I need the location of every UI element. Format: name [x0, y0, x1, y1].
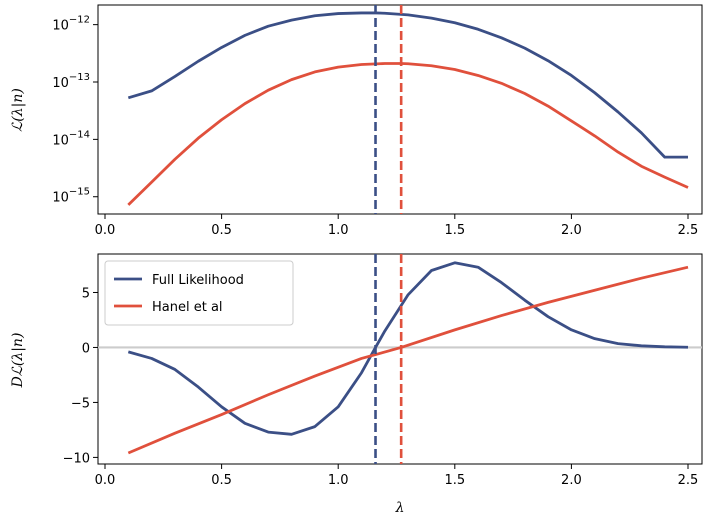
bottom-x-ticks: 0.0 0.5 1.0 1.5 2.0 2.5 — [95, 464, 699, 488]
bottom-x-axis-label: λ — [395, 500, 405, 516]
legend-box — [104, 260, 294, 326]
bottom-x-tick-label: 2.0 — [561, 473, 582, 488]
top-x-tick-label: 0.0 — [95, 223, 116, 238]
top-x-tick-label: 1.5 — [444, 223, 465, 238]
bottom-y-tick-label: −5 — [71, 396, 90, 411]
bottom-y-ticks: −10 −5 0 5 — [63, 286, 98, 466]
bottom-x-tick-label: 1.0 — [328, 473, 349, 488]
top-plot-lines — [127, 5, 689, 214]
legend-label-hanel: Hanel et al — [152, 300, 223, 315]
top-x-ticks: 0.0 0.5 1.0 1.5 2.0 2.5 — [95, 214, 699, 238]
bottom-plot-lines — [98, 254, 702, 464]
legend: Full Likelihood Hanel et al — [104, 260, 294, 326]
bottom-y-tick-label: −10 — [63, 451, 90, 466]
likelihood-plot: 0.0 0.5 1.0 1.5 2.0 2.5 10−1510−1410−1310−12 … — [10, 4, 703, 238]
top-y-tick-label: 10−15 — [52, 187, 90, 206]
top-y-tick-label: 10−12 — [52, 15, 90, 34]
top-series-line-0 — [127, 11, 689, 159]
top-y-tick-label: 10−14 — [52, 129, 90, 148]
top-x-tick-label: 1.0 — [328, 223, 349, 238]
top-y-tick-label: 10−13 — [52, 72, 90, 91]
derivative-plot: 0.0 0.5 1.0 1.5 2.0 2.5 −10 −5 0 5 Dℒ(λ|n) λ Ful… — [10, 253, 703, 516]
bottom-y-tick-label: 0 — [82, 341, 90, 356]
bottom-x-tick-label: 1.5 — [444, 473, 465, 488]
top-series-line-1 — [127, 62, 689, 206]
top-x-tick-label: 2.0 — [561, 223, 582, 238]
bottom-x-tick-label: 2.5 — [678, 473, 699, 488]
bottom-y-tick-label: 5 — [82, 286, 90, 301]
bottom-y-axis-label: Dℒ(λ|n) — [10, 333, 26, 389]
bottom-x-tick-label: 0.5 — [211, 473, 232, 488]
legend-label-full-likelihood: Full Likelihood — [152, 273, 244, 288]
bottom-series-line-0 — [127, 261, 689, 436]
top-y-ticks: 10−15 10−14 10−13 10−12 — [52, 15, 98, 206]
top-y-axis-label: ℒ(λ|n) — [10, 88, 26, 132]
top-x-tick-label: 2.5 — [678, 223, 699, 238]
bottom-x-tick-label: 0.0 — [95, 473, 116, 488]
top-x-tick-label: 0.5 — [211, 223, 232, 238]
